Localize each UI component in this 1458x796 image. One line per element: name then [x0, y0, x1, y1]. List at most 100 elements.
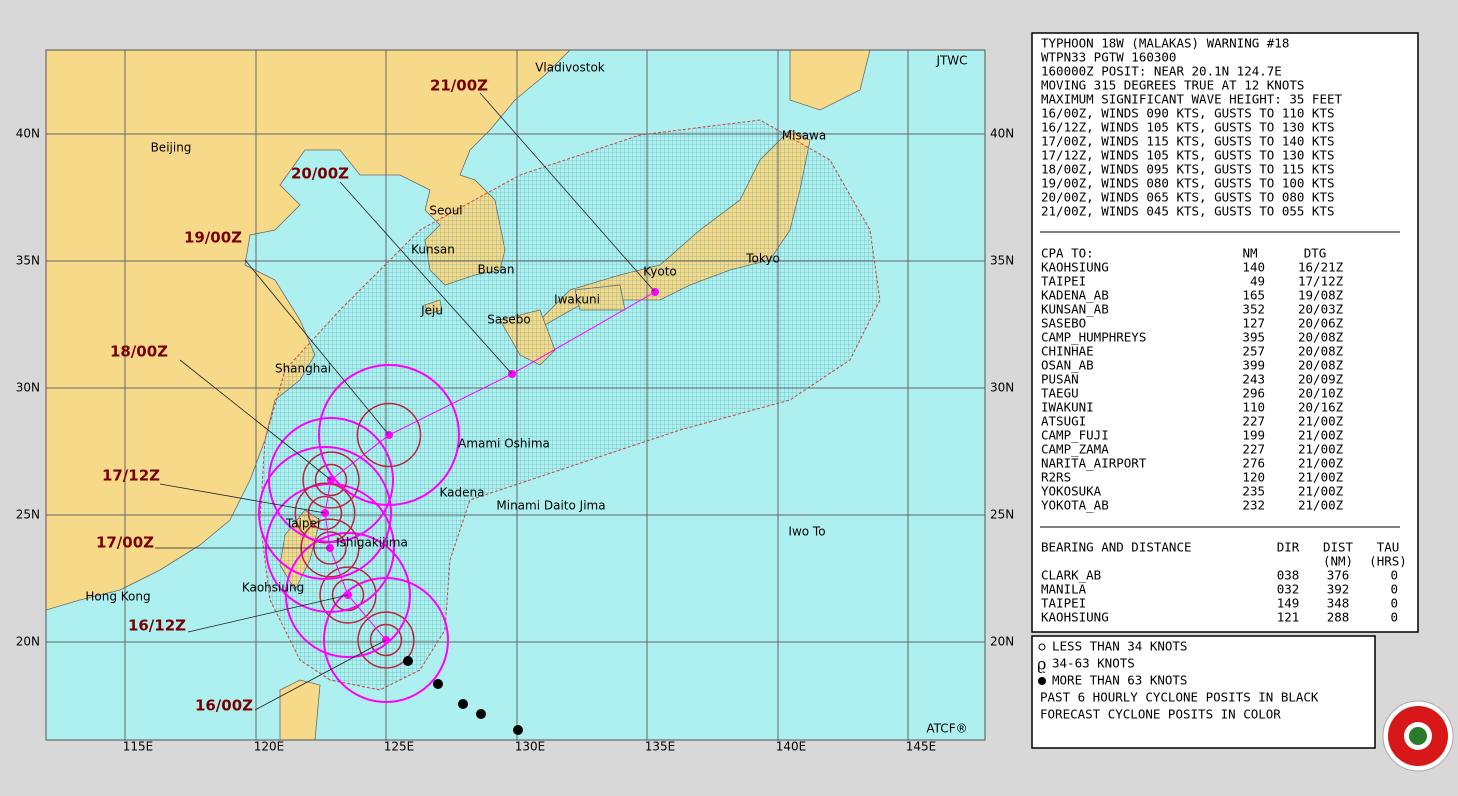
- bearing-tau: 0: [1390, 596, 1398, 611]
- cpa-name: R2RS: [1041, 470, 1071, 485]
- warning-line: 21/00Z, WINDS 045 KTS, GUSTS TO 055 KTS: [1041, 204, 1335, 219]
- bearing-header: BEARING AND DISTANCE: [1041, 540, 1192, 555]
- leader-line: [159, 483, 326, 514]
- warning-line: MAXIMUM SIGNIFICANT WAVE HEIGHT: 35 FEET: [1041, 92, 1342, 107]
- bearing-unit: (NM): [1323, 554, 1353, 569]
- place-label: Hong Kong: [85, 590, 150, 604]
- bearing-header: DIR: [1277, 540, 1300, 555]
- place-label: Beijing: [151, 141, 192, 155]
- bearing-name: MANILA: [1041, 582, 1087, 597]
- bearing-dir: 038: [1277, 568, 1300, 583]
- radius-34kt: [268, 417, 394, 543]
- cpa-dtg: 20/08Z: [1298, 358, 1344, 373]
- cpa-name: KADENA_AB: [1041, 288, 1109, 303]
- cpa-name: CAMP_HUMPHREYS: [1041, 330, 1146, 345]
- cpa-dtg: 20/08Z: [1298, 344, 1344, 359]
- leader-line: [479, 92, 656, 293]
- info-panel: [1031, 32, 1419, 633]
- bearing-dir: 032: [1277, 582, 1300, 597]
- bearing-dir: 121: [1277, 610, 1300, 625]
- cpa-nm: 227: [1242, 442, 1265, 457]
- cpa-name: OSAN_AB: [1041, 358, 1094, 373]
- cpa-dtg: 21/00Z: [1298, 498, 1344, 513]
- lon-label: 130E: [515, 740, 546, 754]
- legend-icon: ϱ: [1037, 655, 1046, 674]
- cpa-nm: 49: [1250, 274, 1265, 289]
- forecast-time: 20/00Z: [291, 165, 349, 183]
- cpa-name: YOKOTA_AB: [1041, 498, 1109, 513]
- lat-label: 20N: [990, 635, 1014, 649]
- warning-line: TYPHOON 18W (MALAKAS) WARNING #18: [1041, 36, 1289, 51]
- cpa-name: IWAKUNI: [1041, 400, 1094, 415]
- radius-50kt: [356, 402, 422, 468]
- bearing-dir: 149: [1277, 596, 1300, 611]
- cpa-name: YOKOSUKA: [1041, 484, 1102, 499]
- cpa-dtg: 21/00Z: [1298, 456, 1344, 471]
- cpa-dtg: 16/21Z: [1298, 260, 1344, 275]
- legend-line: PAST 6 HOURLY CYCLONE POSITS IN BLACK: [1040, 690, 1319, 705]
- cpa-nm: 399: [1242, 358, 1265, 373]
- radius-50kt: [302, 451, 360, 509]
- lat-label: 25N: [16, 508, 40, 522]
- forecast-time: 16/00Z: [195, 697, 253, 715]
- warning-line: 160000Z POSIT: NEAR 20.1N 124.7E: [1041, 64, 1282, 79]
- leader-line: [244, 259, 390, 436]
- radius-50kt: [357, 611, 415, 669]
- cpa-nm: 235: [1242, 484, 1265, 499]
- bearing-name: CLARK_AB: [1041, 568, 1101, 583]
- cpa-name: CAMP_FUJI: [1041, 428, 1109, 443]
- forecast-track: [324, 291, 656, 641]
- legend-line: FORECAST CYCLONE POSITS IN COLOR: [1040, 707, 1281, 722]
- legend-box: [1031, 635, 1376, 749]
- place-label: Minami Daito Jima: [496, 499, 605, 513]
- danger-area: [259, 119, 881, 691]
- cpa-name: TAEGU: [1041, 386, 1079, 401]
- legend-line: LESS THAN 34 KNOTS: [1052, 639, 1187, 654]
- agency-label: JTWC: [935, 54, 967, 68]
- cpa-dtg: 20/09Z: [1298, 372, 1344, 387]
- lat-label: 35N: [16, 254, 40, 268]
- bearing-dist: 376: [1327, 568, 1350, 583]
- place-label: Tokyo: [745, 252, 780, 266]
- cpa-nm: 227: [1242, 414, 1265, 429]
- cpa-header: CPA TO:: [1041, 246, 1094, 261]
- legend-line: 34-63 KNOTS: [1052, 656, 1135, 671]
- logo: [1382, 700, 1454, 772]
- legend-icon: [1038, 643, 1046, 651]
- lat-label: 35N: [990, 254, 1014, 268]
- warning-line: 17/00Z, WINDS 115 KTS, GUSTS TO 140 KTS: [1041, 134, 1335, 149]
- warning-line: 18/00Z, WINDS 095 KTS, GUSTS TO 115 KTS: [1041, 162, 1335, 177]
- warning-line: 17/12Z, WINDS 105 KTS, GUSTS TO 130 KTS: [1041, 148, 1335, 163]
- lon-label: 140E: [776, 740, 807, 754]
- cpa-nm: 120: [1242, 470, 1265, 485]
- cpa-header: NM: [1242, 246, 1257, 261]
- warning-line: 20/00Z, WINDS 065 KTS, GUSTS TO 080 KTS: [1041, 190, 1335, 205]
- place-label: Kaohsiung: [242, 581, 304, 595]
- cpa-nm: 232: [1242, 498, 1265, 513]
- bearing-dist: 288: [1327, 610, 1350, 625]
- cpa-name: NARITA_AIRPORT: [1041, 456, 1147, 471]
- cpa-name: SASEBO: [1041, 316, 1086, 331]
- forecast-time: 18/00Z: [110, 343, 168, 361]
- cpa-nm: 165: [1242, 288, 1265, 303]
- bearing-tau: 0: [1390, 568, 1398, 583]
- place-label: Vladivostok: [535, 61, 605, 75]
- forecast-time: 21/00Z: [430, 77, 488, 95]
- forecast-time: 16/12Z: [128, 617, 186, 635]
- cpa-dtg: 21/00Z: [1298, 470, 1344, 485]
- cpa-nm: 296: [1242, 386, 1265, 401]
- lon-label: 120E: [254, 740, 285, 754]
- lon-label: 125E: [384, 740, 415, 754]
- bearing-tau: 0: [1390, 582, 1398, 597]
- warning-line: 16/00Z, WINDS 090 KTS, GUSTS TO 110 KTS: [1041, 106, 1335, 121]
- lat-label: 40N: [16, 127, 40, 141]
- cpa-dtg: 21/00Z: [1298, 428, 1344, 443]
- leader-line: [254, 639, 387, 711]
- radius-34kt: [258, 446, 392, 580]
- cpa-name: CHINHAE: [1041, 344, 1094, 359]
- cpa-nm: 140: [1242, 260, 1265, 275]
- bearing-tau: 0: [1390, 610, 1398, 625]
- cpa-dtg: 21/00Z: [1298, 414, 1344, 429]
- cpa-nm: 352: [1242, 302, 1265, 317]
